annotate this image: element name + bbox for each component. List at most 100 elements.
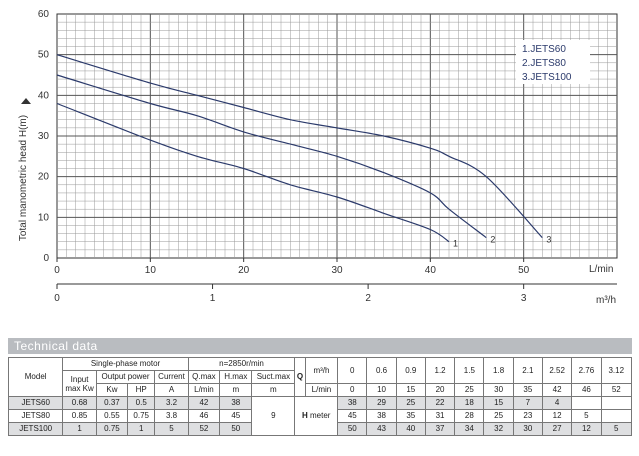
q-lmin-cell: 30 (483, 383, 514, 397)
hp-cell: 0.75 (127, 409, 156, 423)
head-cell: 5 (600, 422, 633, 436)
kw-cell: 0.75 (95, 422, 129, 436)
legend-box: 1.JETS60 2.JETS80 3.JETS100 (516, 40, 590, 84)
x-tick-label: 30 (331, 265, 343, 276)
head-cell: 45 (337, 409, 368, 423)
y-tick-label: 30 (38, 131, 50, 142)
head-cell: 28 (454, 409, 485, 423)
head-cell: 18 (454, 396, 485, 410)
kw-cell: 0.55 (95, 409, 129, 423)
q-m3h-cell: 1.5 (454, 357, 485, 384)
current-cell: 3.2 (154, 396, 189, 410)
head-cell: 7 (512, 396, 544, 410)
hmax-unit: m (219, 383, 253, 397)
tech-data-table: Model Single-phase motor n=2850r/min Q m… (7, 357, 633, 436)
y-axis-ticks: 0 10 20 30 40 50 60 (38, 9, 50, 264)
q-m3h-cell: 2.1 (512, 357, 544, 384)
head-cell: 50 (337, 422, 368, 436)
head-cell: 5 (571, 409, 602, 423)
q-lmin-cell: 46 (571, 383, 602, 397)
current-header: Current (154, 370, 189, 384)
x-unit-label: L/min (589, 264, 613, 275)
current-cell: 5 (154, 422, 189, 436)
head-cell: 22 (424, 396, 456, 410)
a-unit: A (154, 383, 189, 397)
head-cell: 12 (541, 409, 573, 423)
head-cell: 30 (512, 422, 544, 436)
head-cell: 35 (395, 409, 426, 423)
h-meter-label: H meter (294, 396, 339, 436)
curve-label-3: 3 (546, 235, 551, 245)
model-header: Model (7, 357, 64, 397)
kw-cell: 0.37 (95, 396, 129, 410)
q-m3h-unit: m³/h (304, 357, 339, 384)
legend-entry-3: 3.JETS100 (522, 72, 572, 83)
y-tick-label: 50 (38, 50, 50, 61)
head-cell: 15 (483, 396, 514, 410)
y-tick-label: 0 (43, 253, 49, 264)
head-cell: 4 (541, 396, 573, 410)
hp-cell: 1 (127, 422, 156, 436)
x2-tick-label: 2 (365, 293, 371, 304)
q-lmin-cell: 52 (600, 383, 633, 397)
q-m3h-cell: 3.12 (600, 357, 633, 384)
x-tick-label: 50 (518, 265, 530, 276)
q-lmin-cell: 10 (366, 383, 397, 397)
x2-tick-label: 3 (521, 293, 527, 304)
head-cell: 37 (424, 422, 456, 436)
input-cell: 1 (62, 422, 97, 436)
q-m3h-cell: 0.6 (366, 357, 397, 384)
input-cell: 0.68 (62, 396, 97, 410)
model-cell: JETS80 (7, 409, 64, 423)
model-cell: JETS100 (7, 422, 64, 436)
q-m3h-cell: 0.9 (395, 357, 426, 384)
x2-tick-label: 1 (210, 293, 216, 304)
head-cell: 25 (395, 396, 426, 410)
curve-1 (56, 102, 450, 243)
head-cell (571, 396, 602, 410)
head-cell: 34 (454, 422, 485, 436)
tech-data-title: Technical data (14, 339, 98, 353)
suct-unit: m (251, 383, 296, 397)
qmax-cell: 46 (187, 409, 221, 423)
x-axis-ticks: 0 10 20 30 40 50 (54, 258, 530, 276)
qmax-header: Q.max (187, 370, 221, 384)
hp-unit: HP (127, 383, 156, 397)
q-header: Q (294, 357, 306, 397)
head-cell: 23 (512, 409, 544, 423)
hmax-cell: 45 (219, 409, 253, 423)
y-axis-arrow-icon (21, 98, 31, 104)
hmax-header: H.max (219, 370, 253, 384)
qmax-cell: 42 (187, 396, 221, 410)
input-cell: 0.85 (62, 409, 97, 423)
y-tick-label: 20 (38, 172, 50, 183)
head-cell: 29 (366, 396, 397, 410)
hp-cell: 0.5 (127, 396, 156, 410)
model-cell: JETS60 (7, 396, 64, 410)
q-lmin-cell: 0 (337, 383, 368, 397)
pump-curve-chart: 1 2 3 0 10 20 30 40 50 60 0 10 20 30 40 50 0 1 2 3 Total… (18, 9, 618, 306)
hmax-cell: 38 (219, 396, 253, 410)
suctmax-header: Suct.max (251, 370, 296, 384)
head-cell (600, 396, 633, 410)
x-tick-label: 20 (238, 265, 250, 276)
head-cell: 38 (366, 409, 397, 423)
head-cell: 12 (571, 422, 602, 436)
head-cell: 27 (541, 422, 573, 436)
q-m3h-cell: 0 (337, 357, 368, 384)
head-cell: 32 (483, 422, 514, 436)
input-max-header: Input max Kw (62, 370, 97, 397)
head-cell (600, 409, 633, 423)
legend-entry-1: 1.JETS60 (522, 44, 566, 55)
q-lmin-cell: 25 (454, 383, 485, 397)
performance-curves: 1 2 3 (56, 54, 551, 249)
q-lmin-cell: 35 (512, 383, 544, 397)
y-axis-label: Total manometric head H(m) (18, 115, 29, 241)
curve-2 (56, 74, 487, 239)
q-lmin-cell: 42 (541, 383, 573, 397)
qmax-unit: L/min (187, 383, 221, 397)
q-lmin-cell: 15 (395, 383, 426, 397)
head-cell: 31 (424, 409, 456, 423)
secondary-x-axis: 0 1 2 3 (54, 283, 617, 304)
q-lmin-unit: L/min (304, 383, 339, 397)
